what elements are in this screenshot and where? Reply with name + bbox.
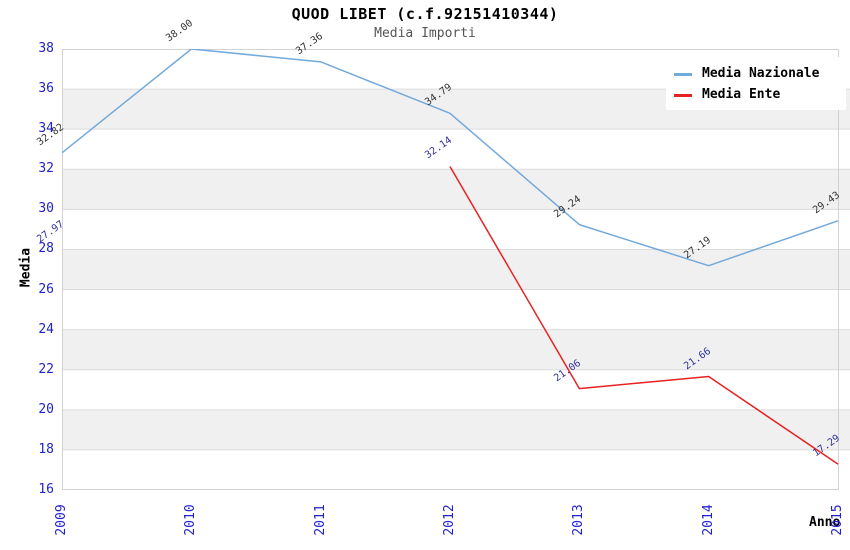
y-tick-label: 28 xyxy=(38,241,54,257)
y-tick-label: 26 xyxy=(38,281,54,297)
legend-item: Media Ente xyxy=(674,88,838,102)
x-axis-title: Anno xyxy=(809,515,841,530)
chart-title: QUOD LIBET (c.f.92151410344) xyxy=(291,5,559,23)
y-tick-label: 32 xyxy=(38,161,54,177)
y-tick-label: 36 xyxy=(38,81,54,97)
x-tick-label: 2015 xyxy=(830,504,845,536)
y-tick-label: 18 xyxy=(38,441,54,457)
plot-band xyxy=(62,449,850,490)
x-tick-label: 2014 xyxy=(700,504,716,536)
y-tick-label: 24 xyxy=(38,321,54,337)
y-tick-label: 34 xyxy=(38,121,54,137)
y-tick-label: 20 xyxy=(38,401,54,417)
plot-band xyxy=(62,209,850,250)
series-line xyxy=(449,166,839,465)
legend-item: Media Nazionale xyxy=(674,67,838,81)
x-tick-label: 2013 xyxy=(571,504,587,536)
legend-label: Media Nazionale xyxy=(702,66,820,81)
plot-area xyxy=(62,49,850,490)
plot-band xyxy=(62,329,850,370)
plot-band xyxy=(62,129,850,170)
legend-swatch-nazionale xyxy=(674,72,692,76)
x-tick-label: 2012 xyxy=(442,504,457,536)
y-axis-title: Media xyxy=(18,247,34,288)
legend: Media Nazionale Media Ente xyxy=(666,57,846,110)
chart-subtitle: Media Importi xyxy=(374,26,476,41)
y-tick-label: 22 xyxy=(38,361,54,377)
y-tick-label: 38 xyxy=(38,41,54,56)
x-tick-label: 2011 xyxy=(312,504,328,536)
plot-band xyxy=(62,289,850,330)
y-tick-label: 16 xyxy=(38,482,54,497)
plot-band xyxy=(62,409,850,450)
plot-band xyxy=(62,249,850,290)
x-tick-label: 2010 xyxy=(183,504,199,536)
legend-swatch-ente xyxy=(674,93,692,97)
series-line xyxy=(62,49,839,267)
x-tick-label: 2009 xyxy=(54,504,69,536)
plot-band xyxy=(62,369,850,410)
y-tick-label: 30 xyxy=(38,201,54,217)
legend-label: Media Ente xyxy=(702,87,781,102)
